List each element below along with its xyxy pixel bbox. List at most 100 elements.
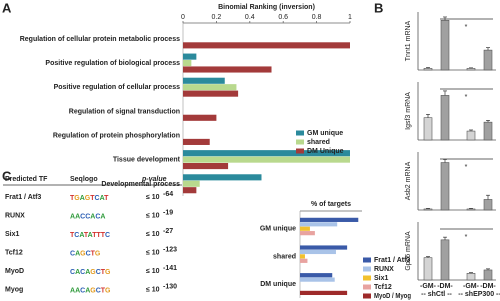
bar	[183, 59, 192, 67]
legend-swatch	[363, 257, 371, 263]
legend-swatch	[363, 266, 371, 272]
y-tick-label: Developmental process	[101, 181, 180, 188]
table-header: Predicted TF	[5, 176, 48, 183]
bar	[183, 90, 239, 97]
bar	[300, 245, 348, 250]
y-tick-label: Tissue development	[113, 157, 181, 164]
bar	[440, 95, 450, 141]
seqlogo: TGAGTCAT	[70, 195, 109, 202]
legend-swatch	[296, 130, 304, 136]
tf-name: Myog	[5, 286, 23, 293]
bar	[300, 249, 336, 255]
legend-swatch	[363, 275, 371, 281]
p-value: ≤ 10	[146, 286, 160, 293]
p-exponent: -123	[163, 246, 177, 253]
bar	[183, 53, 197, 60]
y-tick-label: Positive regulation of biological proces…	[45, 60, 180, 67]
y-tick-label: shared	[273, 253, 296, 260]
x-tick-label: -DM-	[437, 283, 453, 290]
bar	[483, 269, 493, 281]
bar	[183, 156, 350, 163]
y-tick-label: DM unique	[260, 281, 296, 288]
bar	[183, 180, 200, 187]
group-label: -- shCtl --	[421, 291, 452, 298]
seqlogo: CAGCTG	[70, 250, 101, 257]
p-value: ≤ 10	[146, 268, 160, 275]
p-value: ≤ 10	[146, 194, 160, 201]
y-axis-label: Asb2 mRNA	[405, 161, 412, 200]
y-axis-label: Igsf3 mRNA	[405, 92, 412, 130]
bar	[300, 222, 338, 227]
chart-title: % of targets	[311, 201, 351, 208]
x-tick-label: -GM-	[463, 283, 480, 290]
p-value: ≤ 10	[146, 212, 160, 219]
significance-mark: *	[465, 94, 468, 101]
bar	[466, 68, 476, 71]
tf-name: Six1	[5, 231, 20, 238]
bar	[183, 114, 217, 121]
p-exponent: -64	[163, 191, 173, 198]
tf-name: MyoD	[5, 268, 24, 275]
x-tick-label: -GM-	[420, 283, 437, 290]
bar	[423, 208, 433, 211]
seqlogo: AACAGCTG	[70, 287, 111, 294]
chart-title: Binomial Ranking (inversion)	[218, 4, 315, 11]
legend-label: MyoD / Myog	[374, 293, 411, 300]
table-header: Seqlogo	[70, 176, 98, 183]
legend-swatch	[296, 148, 304, 154]
x-tick-label: 0.2	[212, 14, 222, 21]
x-tick-label: 1	[348, 14, 352, 21]
bar	[483, 199, 493, 211]
bar	[483, 121, 493, 141]
group-label: -- shEP300 --	[458, 291, 500, 298]
p-exponent: -130	[163, 283, 177, 290]
bar	[183, 84, 237, 91]
p-exponent: -19	[163, 209, 173, 216]
x-tick-label: 0.6	[278, 14, 288, 21]
bar	[300, 254, 305, 259]
seqlogo: AACCACA	[70, 213, 105, 220]
tf-name: Tcf12	[5, 249, 23, 256]
legend-label: shared	[307, 139, 330, 146]
y-axis-label: Gpc6 mRNA	[405, 231, 412, 271]
x-tick-label: 0.4	[245, 14, 255, 21]
bar	[300, 273, 333, 278]
significance-mark: *	[465, 24, 468, 31]
bar	[183, 138, 210, 145]
bar	[300, 290, 348, 296]
p-exponent: -141	[163, 265, 177, 272]
bar	[300, 226, 310, 231]
seqlogo: CACAGCTG	[70, 269, 111, 276]
y-tick-label: Regulation of signal transduction	[69, 108, 180, 115]
legend-label: Six1	[374, 275, 389, 282]
significance-mark: *	[465, 234, 468, 241]
significance-mark: *	[465, 164, 468, 171]
legend-label: Frat1 / Atf3	[374, 257, 410, 264]
bar	[183, 174, 262, 181]
tf-name: RUNX	[5, 212, 25, 219]
legend-swatch	[363, 293, 371, 299]
bar	[466, 273, 476, 281]
bar	[183, 187, 197, 194]
y-tick-label: Regulation of cellular protein metabolic…	[20, 36, 180, 43]
bar	[300, 217, 359, 222]
bar	[300, 258, 308, 263]
bar	[300, 231, 315, 236]
y-axis-label: Tnnt1 mRNA	[405, 20, 412, 61]
legend-label: DM Unique	[307, 148, 344, 155]
bar	[423, 117, 433, 141]
legend-swatch	[363, 284, 371, 290]
legend-label: RUNX	[374, 266, 394, 273]
bar	[183, 77, 225, 84]
y-tick-label: Regulation of protein phosphorylation	[53, 132, 180, 139]
bar	[183, 150, 350, 157]
p-value: ≤ 10	[146, 249, 160, 256]
bar	[466, 208, 476, 211]
x-tick-label: 0.8	[312, 14, 322, 21]
legend-swatch	[296, 139, 304, 145]
bar	[440, 19, 450, 71]
p-exponent: -27	[163, 228, 173, 235]
bar	[183, 42, 350, 49]
bar	[183, 163, 229, 170]
